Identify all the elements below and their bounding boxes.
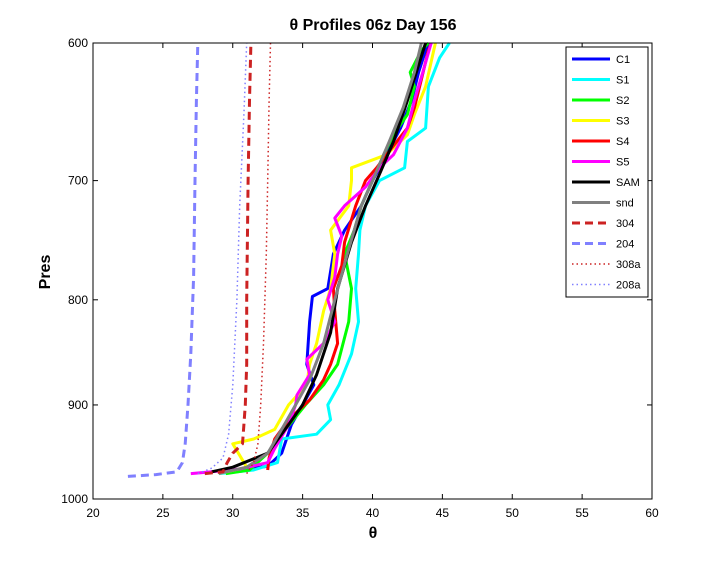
legend-label: S5 — [616, 157, 629, 169]
series-line-308a — [246, 42, 272, 475]
x-tick-label: 20 — [86, 506, 100, 520]
series-line-204 — [127, 42, 200, 478]
legend-label: 208a — [616, 280, 641, 292]
y-tick-label: 700 — [68, 174, 88, 188]
y-tick-label: 900 — [68, 398, 88, 412]
legend-box — [565, 46, 649, 298]
series-line-S5 — [190, 42, 433, 476]
series-lines-layer — [127, 41, 451, 478]
y-tick-label: 1000 — [61, 492, 88, 506]
x-tick-label: 45 — [436, 506, 450, 520]
x-tick-label: 60 — [645, 506, 659, 520]
legend-label: S2 — [616, 95, 629, 107]
series-line-208a — [197, 42, 248, 475]
legend-label: C1 — [616, 54, 630, 66]
legend: C1 S1 S2 S3 S4 S5 SAM snd 304 204 308a 208a — [565, 46, 649, 298]
legend-label: 204 — [616, 239, 634, 251]
legend-label: SAM — [616, 177, 640, 189]
legend-label: S1 — [616, 75, 629, 87]
chart-title: θ Profiles 06z Day 156 — [290, 17, 457, 34]
legend-label: S3 — [616, 116, 629, 128]
x-tick-label: 35 — [296, 506, 310, 520]
legend-label: snd — [616, 198, 634, 210]
x-tick-label: 55 — [575, 506, 589, 520]
plot-area: 20 25 30 35 40 45 50 55 60 600 700 800 900 1000 — [61, 36, 659, 520]
series-line-snd — [218, 42, 423, 476]
legend-label: 308a — [616, 259, 641, 271]
series-line-304 — [204, 42, 253, 476]
x-tick-label: 40 — [366, 506, 380, 520]
x-tick-label: 25 — [156, 506, 170, 520]
x-tick-label: 50 — [506, 506, 520, 520]
x-axis-label: θ — [369, 525, 378, 542]
y-axis-label: Pres — [37, 255, 54, 290]
series-line-S1 — [218, 42, 451, 476]
x-tick-label: 30 — [226, 506, 240, 520]
y-tick-label: 600 — [68, 36, 88, 50]
y-tick-label: 800 — [68, 293, 88, 307]
axis-ticks-layer: 20 25 30 35 40 45 50 55 60 600 700 800 900 1000 — [61, 36, 659, 520]
legend-label: 304 — [616, 218, 634, 230]
legend-label: S4 — [616, 136, 629, 148]
